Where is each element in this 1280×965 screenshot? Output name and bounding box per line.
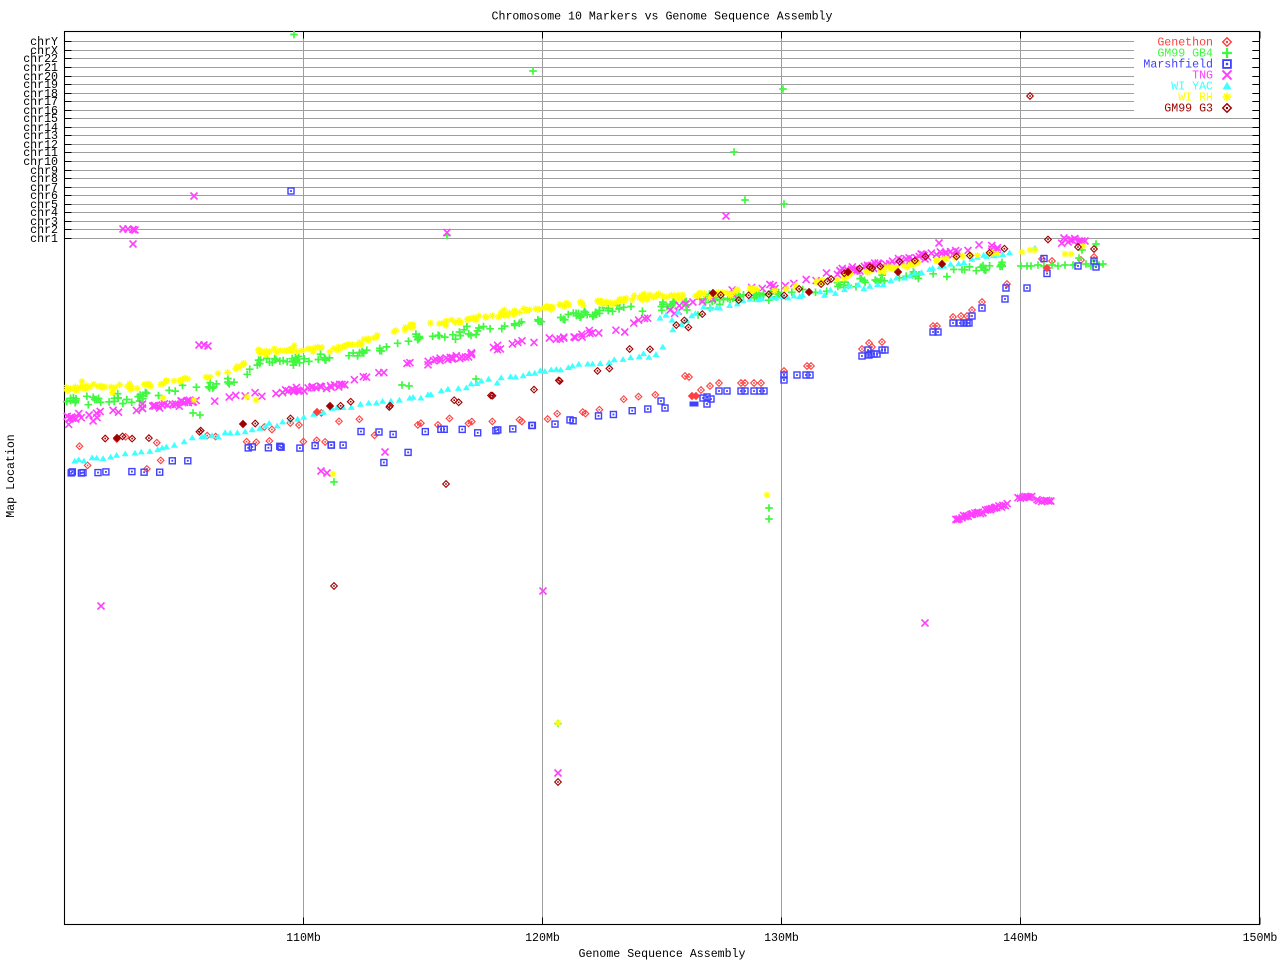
svg-text:chr15: chr15 — [23, 113, 58, 126]
svg-text:TNG: TNG — [1192, 70, 1213, 83]
svg-text:WI RH: WI RH — [1178, 92, 1213, 105]
svg-text:120Mb: 120Mb — [525, 932, 560, 945]
svg-text:chr10: chr10 — [23, 156, 58, 169]
svg-text:chr13: chr13 — [23, 130, 58, 143]
svg-text:chr8: chr8 — [30, 173, 58, 186]
svg-text:chr4: chr4 — [30, 207, 58, 220]
svg-text:Genethon: Genethon — [1157, 37, 1213, 50]
svg-text:Chromosome 10 Markers vs Genom: Chromosome 10 Markers vs Genome Sequence… — [492, 11, 833, 24]
svg-text:110Mb: 110Mb — [286, 932, 321, 945]
svg-text:Marshfield: Marshfield — [1143, 59, 1213, 72]
svg-text:chrX: chrX — [30, 45, 58, 58]
svg-text:chrY: chrY — [30, 36, 58, 49]
svg-text:chr5: chr5 — [30, 199, 58, 212]
svg-text:chr18: chr18 — [23, 88, 58, 101]
svg-text:150Mb: 150Mb — [1243, 932, 1278, 945]
svg-text:chr1: chr1 — [30, 233, 58, 246]
svg-text:chr2: chr2 — [30, 224, 58, 237]
svg-text:GM99 G3: GM99 G3 — [1164, 103, 1213, 116]
svg-text:chr19: chr19 — [23, 79, 58, 92]
svg-text:130Mb: 130Mb — [764, 932, 799, 945]
svg-text:Map Location: Map Location — [5, 434, 18, 518]
svg-text:chr9: chr9 — [30, 165, 58, 178]
svg-text:chr21: chr21 — [23, 62, 58, 75]
svg-text:GM99 GB4: GM99 GB4 — [1157, 48, 1213, 61]
svg-text:chr22: chr22 — [23, 53, 58, 66]
svg-text:chr17: chr17 — [23, 96, 58, 109]
svg-text:chr7: chr7 — [30, 182, 58, 195]
svg-text:chr6: chr6 — [30, 190, 58, 203]
svg-text:140Mb: 140Mb — [1003, 932, 1038, 945]
svg-text:chr14: chr14 — [23, 122, 58, 135]
svg-text:chr11: chr11 — [23, 147, 58, 160]
svg-text:Genome Sequence Assembly: Genome Sequence Assembly — [579, 948, 746, 960]
svg-text:chr20: chr20 — [23, 71, 58, 84]
svg-text:chr12: chr12 — [23, 139, 58, 152]
svg-text:WI YAC: WI YAC — [1171, 81, 1213, 94]
svg-text:chr16: chr16 — [23, 105, 58, 118]
svg-text:chr3: chr3 — [30, 216, 58, 229]
